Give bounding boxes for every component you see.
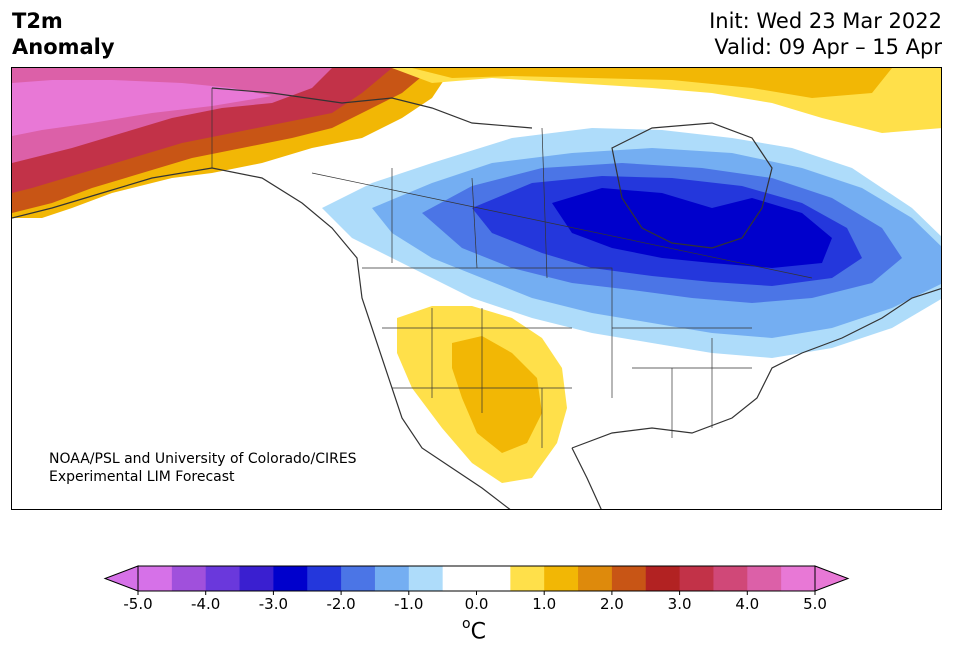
colorbar-tick-label: 4.0 xyxy=(735,595,759,613)
credit-line-1: NOAA/PSL and University of Colorado/CIRE… xyxy=(49,451,357,467)
colorbar-tick-label: -4.0 xyxy=(191,595,220,613)
warm-anomaly-arctic-inner xyxy=(412,68,892,98)
forecast-dates: Init: Wed 23 Mar 2022 Valid: 09 Apr – 15… xyxy=(709,8,942,60)
colorbar-segment xyxy=(341,566,376,591)
colorbar-tick-label: -3.0 xyxy=(259,595,288,613)
colorbar-segment xyxy=(781,566,816,591)
colorbar-segment xyxy=(679,566,714,591)
colorbar-canvas: -5.0 -4.0 -3.0 -2.0 -1.0 0.0 1.0 2.0 3.0 4.0 5.0 xyxy=(103,565,850,613)
colorbar-unit: oC xyxy=(462,616,486,645)
map-canvas xyxy=(12,68,941,509)
colorbar-segment xyxy=(611,566,647,591)
colorbar-segment xyxy=(476,566,511,591)
unit-degree: o xyxy=(462,616,471,632)
colorbar-tick-label: -5.0 xyxy=(123,595,152,613)
colorbar-segment xyxy=(307,566,342,591)
title-variable: T2m xyxy=(12,9,63,33)
colorbar-extend-low xyxy=(103,565,139,592)
colorbar-segment xyxy=(713,566,748,591)
unit-label: C xyxy=(470,619,486,645)
colorbar-tick-label: 3.0 xyxy=(668,595,692,613)
colorbar-segment xyxy=(138,566,173,591)
colorbar-tick-label: 5.0 xyxy=(803,595,827,613)
coastlines xyxy=(12,87,941,509)
credit-text: NOAA/PSL and University of Colorado/CIRE… xyxy=(49,450,357,486)
init-date: Init: Wed 23 Mar 2022 xyxy=(709,9,942,33)
colorbar-tick-label: 1.0 xyxy=(532,595,556,613)
colorbar-segment xyxy=(645,566,681,591)
warm-anomaly-southwest-inner xyxy=(452,336,542,453)
colorbar-tick-label: -2.0 xyxy=(326,595,355,613)
colorbar-extend-high xyxy=(814,565,850,592)
anomaly-map xyxy=(11,67,942,510)
political-borders xyxy=(211,88,813,448)
colorbar-segment xyxy=(374,566,410,591)
colorbar-tick-label: -1.0 xyxy=(394,595,423,613)
colorbar-segment xyxy=(239,566,274,591)
colorbar-segment xyxy=(747,566,782,591)
colorbar-segment xyxy=(205,566,241,591)
colorbar-segment xyxy=(510,566,545,591)
colorbar-tick-label: 2.0 xyxy=(600,595,624,613)
colorbar-segment xyxy=(442,566,477,591)
map-title: T2m Anomaly xyxy=(12,8,115,60)
colorbar-segment xyxy=(171,566,207,591)
colorbar-segment xyxy=(273,566,308,591)
colorbar-segment xyxy=(544,566,579,591)
colorbar: -5.0 -4.0 -3.0 -2.0 -1.0 0.0 1.0 2.0 3.0 4.0 5.0 xyxy=(0,560,953,630)
valid-range: Valid: 09 Apr – 15 Apr xyxy=(714,35,942,59)
title-type: Anomaly xyxy=(12,35,115,59)
colorbar-segment xyxy=(408,566,444,591)
credit-line-2: Experimental LIM Forecast xyxy=(49,469,235,485)
warm-anomaly-alaska-peak xyxy=(12,80,272,136)
colorbar-segment xyxy=(578,566,613,591)
colorbar-tick-label: 0.0 xyxy=(465,595,489,613)
